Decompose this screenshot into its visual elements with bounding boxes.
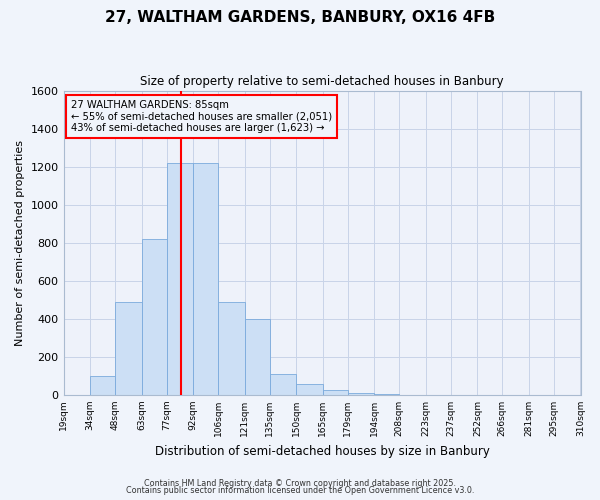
- Bar: [323, 390, 348, 395]
- Bar: [167, 163, 193, 395]
- Bar: [348, 393, 374, 395]
- Text: Contains HM Land Registry data © Crown copyright and database right 2025.: Contains HM Land Registry data © Crown c…: [144, 478, 456, 488]
- Bar: [245, 319, 269, 395]
- Bar: [142, 239, 167, 395]
- Bar: [374, 394, 399, 395]
- Text: Contains public sector information licensed under the Open Government Licence v3: Contains public sector information licen…: [126, 486, 474, 495]
- Bar: [269, 374, 296, 395]
- Y-axis label: Number of semi-detached properties: Number of semi-detached properties: [15, 140, 25, 346]
- Bar: [115, 302, 142, 395]
- Bar: [90, 376, 115, 395]
- Bar: [193, 163, 218, 395]
- X-axis label: Distribution of semi-detached houses by size in Banbury: Distribution of semi-detached houses by …: [155, 444, 490, 458]
- Bar: [296, 384, 323, 395]
- Text: 27 WALTHAM GARDENS: 85sqm
← 55% of semi-detached houses are smaller (2,051)
43% : 27 WALTHAM GARDENS: 85sqm ← 55% of semi-…: [71, 100, 332, 133]
- Text: 27, WALTHAM GARDENS, BANBURY, OX16 4FB: 27, WALTHAM GARDENS, BANBURY, OX16 4FB: [105, 10, 495, 25]
- Title: Size of property relative to semi-detached houses in Banbury: Size of property relative to semi-detach…: [140, 75, 504, 88]
- Bar: [218, 302, 245, 395]
